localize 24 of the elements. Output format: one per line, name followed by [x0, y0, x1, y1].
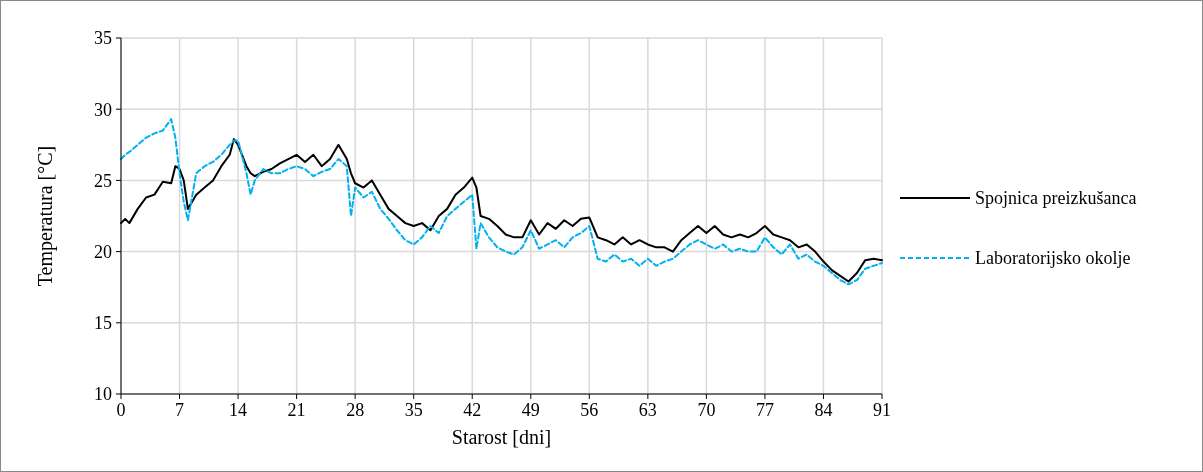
- legend-label: Laboratorijsko okolje: [975, 248, 1131, 269]
- x-tick-label: 0: [116, 400, 126, 420]
- x-tick-label: 84: [814, 400, 833, 420]
- y-axis-title: Temperatura [°C]: [34, 145, 57, 287]
- y-tick-label: 35: [94, 28, 112, 49]
- x-tick-label: 56: [580, 400, 599, 420]
- x-axis-title: Starost [dni]: [451, 426, 552, 448]
- y-tick-label: 10: [94, 384, 112, 405]
- y-tick-label: 15: [94, 313, 112, 334]
- x-tick-label: 14: [229, 400, 248, 420]
- x-tick-label: 7: [175, 400, 185, 420]
- x-tick-label: 91: [873, 400, 891, 420]
- y-tick-label: 25: [94, 170, 112, 191]
- x-tick-label: 70: [697, 400, 716, 420]
- x-tick-label: 28: [346, 400, 365, 420]
- y-tick-label: 30: [94, 99, 112, 120]
- x-tick-label: 42: [463, 400, 482, 420]
- x-tick-label: 35: [404, 400, 423, 420]
- x-tick-label: 77: [755, 400, 774, 420]
- x-tick-label: 21: [287, 400, 306, 420]
- y-tick-label: 20: [94, 241, 112, 262]
- legend-label: Spojnica preizkušanca: [975, 188, 1137, 209]
- x-tick-label: 63: [638, 400, 657, 420]
- x-tick-label: 49: [521, 400, 540, 420]
